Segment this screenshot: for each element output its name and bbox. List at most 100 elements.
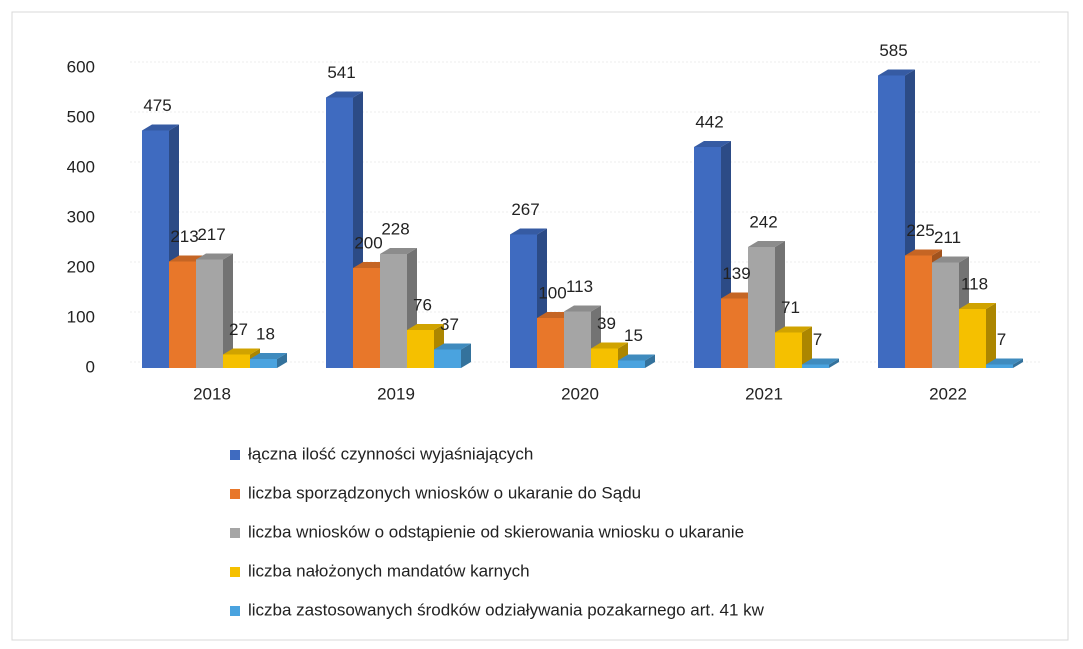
bar: [959, 309, 986, 368]
legend-label: liczba zastosowanych środków odziaływani…: [248, 600, 765, 619]
value-label: 267: [511, 200, 539, 219]
legend-label: liczba sporządzonych wniosków o ukaranie…: [248, 483, 641, 502]
bar: [142, 130, 169, 368]
bar-top: [775, 326, 812, 333]
value-label: 15: [624, 326, 643, 345]
value-label: 228: [381, 219, 409, 238]
bar-top: [564, 305, 601, 312]
legend-label: łączna ilość czynności wyjaśniających: [248, 444, 533, 463]
y-tick-label: 100: [67, 307, 95, 326]
bar-top: [223, 348, 260, 355]
bar-top: [380, 248, 417, 254]
value-label: 71: [781, 298, 800, 317]
bar: [878, 75, 905, 368]
bar-top: [434, 343, 471, 350]
bar: [326, 97, 353, 368]
bar-top: [694, 141, 731, 147]
bar: [694, 147, 721, 368]
bar: [353, 268, 380, 368]
bar: [721, 298, 748, 368]
bar-top: [986, 358, 1023, 365]
value-label: 39: [597, 314, 616, 333]
value-label: 7: [997, 330, 1006, 349]
value-label: 139: [722, 264, 750, 283]
bar: [434, 349, 461, 368]
bar: [775, 332, 802, 368]
bar: [905, 255, 932, 368]
bar-side: [461, 343, 471, 368]
value-label: 18: [256, 324, 275, 343]
x-tick-label: 2022: [929, 384, 967, 403]
bar-top: [802, 358, 839, 365]
y-tick-label: 500: [67, 107, 95, 126]
value-label: 217: [197, 225, 225, 244]
bar: [380, 254, 407, 368]
bar: [223, 354, 250, 368]
value-label: 211: [934, 228, 961, 247]
value-label: 442: [695, 112, 723, 131]
legend-label: liczba wniosków o odstąpienie od skierow…: [248, 522, 744, 541]
legend-swatch: [230, 489, 240, 499]
bar-side: [986, 303, 996, 368]
bar-side: [802, 326, 812, 368]
y-tick-label: 0: [86, 357, 95, 376]
bar-top: [326, 91, 363, 98]
value-label: 27: [229, 320, 248, 339]
y-tick-label: 200: [67, 257, 95, 276]
bar: [618, 360, 645, 368]
bar: [932, 262, 959, 368]
bar: [407, 330, 434, 368]
bar-top: [591, 342, 628, 349]
legend-swatch: [230, 567, 240, 577]
bar-top: [878, 69, 915, 76]
y-tick-label: 400: [67, 157, 95, 176]
bar-side: [1013, 358, 1023, 368]
legend-swatch: [230, 450, 240, 460]
bar: [748, 247, 775, 368]
value-label: 76: [413, 295, 432, 314]
value-label: 37: [440, 315, 459, 334]
bar-top: [250, 353, 287, 359]
bar: [510, 234, 537, 368]
bar-top: [196, 253, 233, 260]
bar: [986, 364, 1013, 368]
bar: [250, 359, 277, 368]
bar-side: [829, 358, 839, 368]
value-label: 242: [749, 212, 777, 231]
value-label: 7: [813, 330, 822, 349]
value-label: 113: [566, 277, 593, 296]
bar-top: [407, 324, 444, 330]
bar-top: [510, 228, 547, 235]
bar-side: [645, 354, 655, 368]
bar-top: [905, 249, 942, 256]
x-tick-label: 2021: [745, 384, 783, 403]
bar: [802, 364, 829, 368]
bar: [564, 311, 591, 368]
bar: [537, 318, 564, 368]
value-label: 100: [538, 283, 566, 302]
bar-top: [932, 256, 969, 263]
legend-label: liczba nałożonych mandatów karnych: [248, 561, 530, 580]
value-label: 118: [961, 274, 988, 293]
bar: [196, 259, 223, 368]
y-tick-label: 600: [67, 57, 95, 76]
x-tick-label: 2019: [377, 384, 415, 403]
legend-swatch: [230, 606, 240, 616]
bar-top: [748, 241, 785, 247]
bar-top: [959, 303, 996, 309]
value-label: 213: [170, 227, 198, 246]
value-label: 225: [906, 221, 934, 240]
x-tick-label: 2018: [193, 384, 231, 403]
bar: [169, 261, 196, 368]
x-tick-label: 2020: [561, 384, 599, 403]
bar-top: [142, 124, 179, 131]
bar-side: [223, 253, 233, 368]
value-label: 541: [327, 63, 355, 82]
legend-swatch: [230, 528, 240, 538]
bar-top: [618, 354, 655, 361]
y-tick-label: 300: [67, 207, 95, 226]
bar: [591, 348, 618, 368]
bar-side: [277, 353, 287, 368]
value-label: 475: [143, 96, 171, 115]
